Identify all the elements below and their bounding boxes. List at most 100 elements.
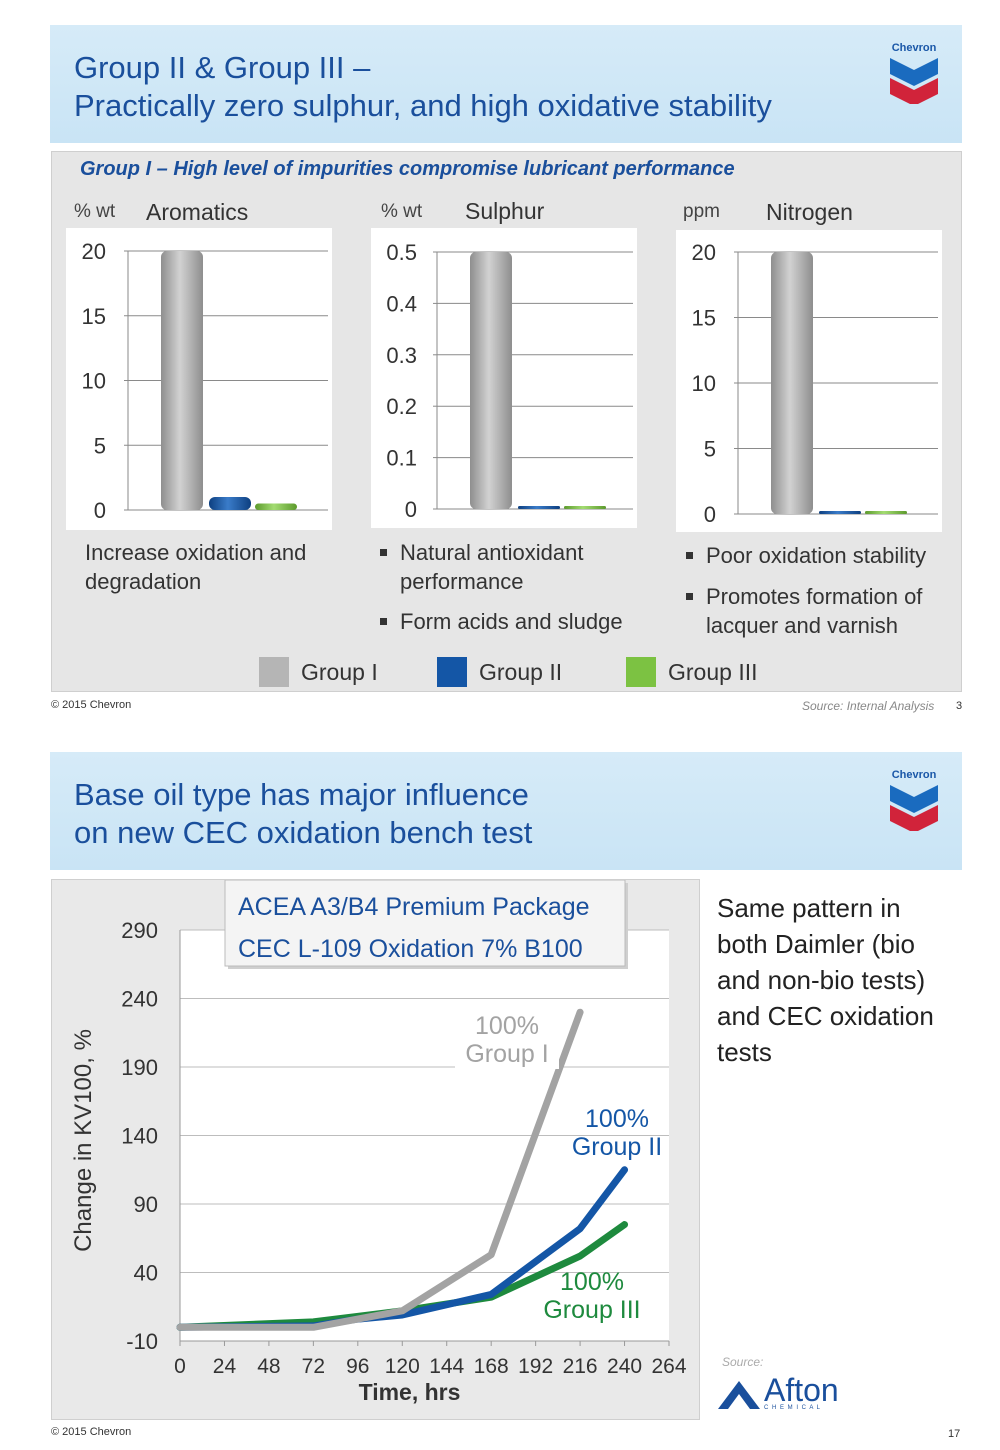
slide2-title: Base oil type has major influence on new… (74, 776, 532, 852)
slide2-page-number: 17 (948, 1428, 961, 1440)
sulphur-unit: % wt (381, 201, 423, 222)
nitrogen-title: Nitrogen (766, 199, 853, 225)
bar-nitrogen-group-3 (865, 511, 907, 514)
bar-aromatics-group-3 (255, 503, 297, 510)
bar-nitrogen-group-1 (771, 252, 813, 514)
line-y-tick-2: 90 (134, 1192, 158, 1217)
legend-group-3: Group III (626, 657, 757, 687)
series-line-group-1 (176, 1008, 584, 1331)
afton-logo-subtext: C H E M I C A L (764, 1405, 822, 1411)
bar-sulphur-group-3 (564, 506, 606, 509)
line-x-tick-1: 24 (213, 1355, 237, 1378)
afton-source-label: Source: (722, 1355, 764, 1369)
y-tick-label-2-0: 0 (704, 502, 716, 527)
sulphur-chart-area: 0 0.1 0.2 0.3 0.4 0.5 (371, 228, 637, 528)
series-label-line2-group-2: Group II (572, 1133, 662, 1161)
legend-swatch-group-2 (437, 657, 467, 687)
sulphur-title: Sulphur (465, 198, 545, 224)
y-tick-label-0-4: 20 (82, 239, 106, 264)
slide2-side-text: Same pattern in both Daimler (bio and no… (717, 893, 934, 1067)
slide1-title-line1: Group II & Group III – (74, 50, 371, 85)
sulphur-bullet-2: Form acids and sludge (378, 607, 658, 636)
kv100-line-chart: -10 40 90 140 190 240 290 0 24 48 72 96 120 144 168 192… (70, 879, 687, 1405)
slide2-title-line2: on new CEC oxidation bench test (74, 815, 533, 850)
aromatics-description: Increase oxidation and degradation (85, 540, 307, 594)
nitrogen-chart-area: 0 5 10 15 20 (676, 230, 942, 532)
legend-label-group-2: Group II (479, 658, 563, 685)
line-x-tick-11: 264 (651, 1355, 686, 1378)
series-label-line1-group-3: 100% (560, 1268, 624, 1296)
slide1-copyright: © 2015 Chevron (51, 699, 132, 711)
afton-logo: Afton C H E M I C A L (716, 1372, 839, 1411)
line-x-tick-7: 168 (474, 1355, 509, 1378)
y-tick-label-2-3: 15 (692, 306, 716, 331)
afton-triangle-icon (718, 1381, 760, 1409)
series-label-line1-group-2: 100% (585, 1105, 649, 1133)
y-tick-label-1-3: 0.3 (386, 343, 417, 368)
slide1-source: Source: Internal Analysis (802, 699, 935, 713)
slide2-copyright: © 2015 Chevron (51, 1426, 132, 1438)
aromatics-chart-area: 0 5 10 15 20 (66, 228, 332, 530)
legend-group-1: Group I (259, 657, 378, 687)
line-y-tick-1: 40 (134, 1261, 158, 1286)
nitrogen-unit: ppm (683, 201, 720, 222)
afton-logo-text: Afton (764, 1372, 839, 1408)
nitrogen-bullet-2: Promotes formation of lacquer and varnis… (684, 582, 959, 640)
y-tick-label-2-2: 10 (692, 371, 716, 396)
aromatics-bar-chart: 0 5 10 15 20 (82, 239, 328, 523)
slide2-header (50, 752, 962, 870)
slide1-header (50, 25, 962, 143)
aromatics-unit: % wt (74, 201, 116, 222)
line-x-tick-0: 0 (174, 1355, 186, 1378)
line-x-tick-3: 72 (302, 1355, 325, 1378)
series-label-line2-group-3: Group III (543, 1296, 640, 1324)
package-box-line1: ACEA A3/B4 Premium Package (238, 893, 590, 921)
bar-sulphur-group-1 (470, 252, 512, 509)
line-x-tick-5: 120 (385, 1355, 420, 1378)
line-x-tick-6: 144 (429, 1355, 464, 1378)
line-x-tick-4: 96 (346, 1355, 369, 1378)
slide1-title-line2: Practically zero sulphur, and high oxida… (74, 88, 772, 123)
line-x-tick-8: 192 (518, 1355, 553, 1378)
chevron-logo-text: Chevron (891, 42, 937, 54)
sulphur-bullet-1: Natural antioxidant performance (378, 538, 638, 596)
x-axis-label: Time, hrs (359, 1379, 461, 1405)
bar-sulphur-group-2 (518, 506, 560, 509)
y-tick-label-2-1: 5 (704, 437, 716, 462)
aromatics-title: Aromatics (146, 199, 249, 225)
y-tick-label-1-5: 0.5 (386, 240, 417, 265)
line-y-tick-3: 140 (121, 1124, 158, 1149)
series-label-bg-1 (455, 1007, 559, 1069)
package-box-line2: CEC L-109 Oxidation 7% B100 (238, 935, 583, 963)
y-tick-label-2-4: 20 (692, 240, 716, 265)
line-chart-panel: -10 40 90 140 190 240 290 0 24 48 72 96 120 144 168 192… (51, 879, 700, 1420)
sulphur-bar-chart: 0 0.1 0.2 0.3 0.4 0.5 (386, 240, 633, 522)
nitrogen-bar-chart: 0 5 10 15 20 (692, 240, 938, 527)
y-tick-label-0-3: 15 (82, 304, 106, 329)
line-y-tick-4: 190 (121, 1055, 158, 1080)
slide1-subtitle: Group I – High level of impurities compr… (80, 158, 735, 180)
y-tick-label-0-0: 0 (94, 498, 106, 523)
y-tick-label-1-4: 0.4 (386, 291, 417, 316)
line-y-tick-6: 290 (121, 918, 158, 943)
bar-aromatics-group-1 (161, 251, 203, 510)
package-box-rect (224, 879, 626, 967)
y-tick-label-0-1: 5 (94, 433, 106, 458)
slide1-title: Group II & Group III – Practically zero … (74, 49, 772, 125)
y-tick-label-1-0: 0 (405, 497, 417, 522)
nitrogen-bullet-1: Poor oxidation stability (684, 541, 959, 570)
chevron-logo-2: Chevron (887, 769, 941, 833)
line-x-tick-2: 48 (257, 1355, 280, 1378)
line-y-tick-5: 240 (121, 987, 158, 1012)
y-axis-label: Change in KV100, % (70, 1029, 97, 1252)
line-y-tick-0: -10 (126, 1329, 158, 1354)
slide1-page-number: 3 (956, 700, 963, 712)
line-x-tick-10: 240 (607, 1355, 642, 1378)
chevron-emblem-icon (890, 58, 938, 106)
chevron-logo: Chevron (887, 42, 941, 106)
bar-nitrogen-group-2 (819, 511, 861, 514)
legend-swatch-group-1 (259, 657, 289, 687)
bar-aromatics-group-2 (209, 497, 251, 510)
series-label-line1-group-1: 100% (475, 1012, 539, 1040)
legend-swatch-group-3 (626, 657, 656, 687)
